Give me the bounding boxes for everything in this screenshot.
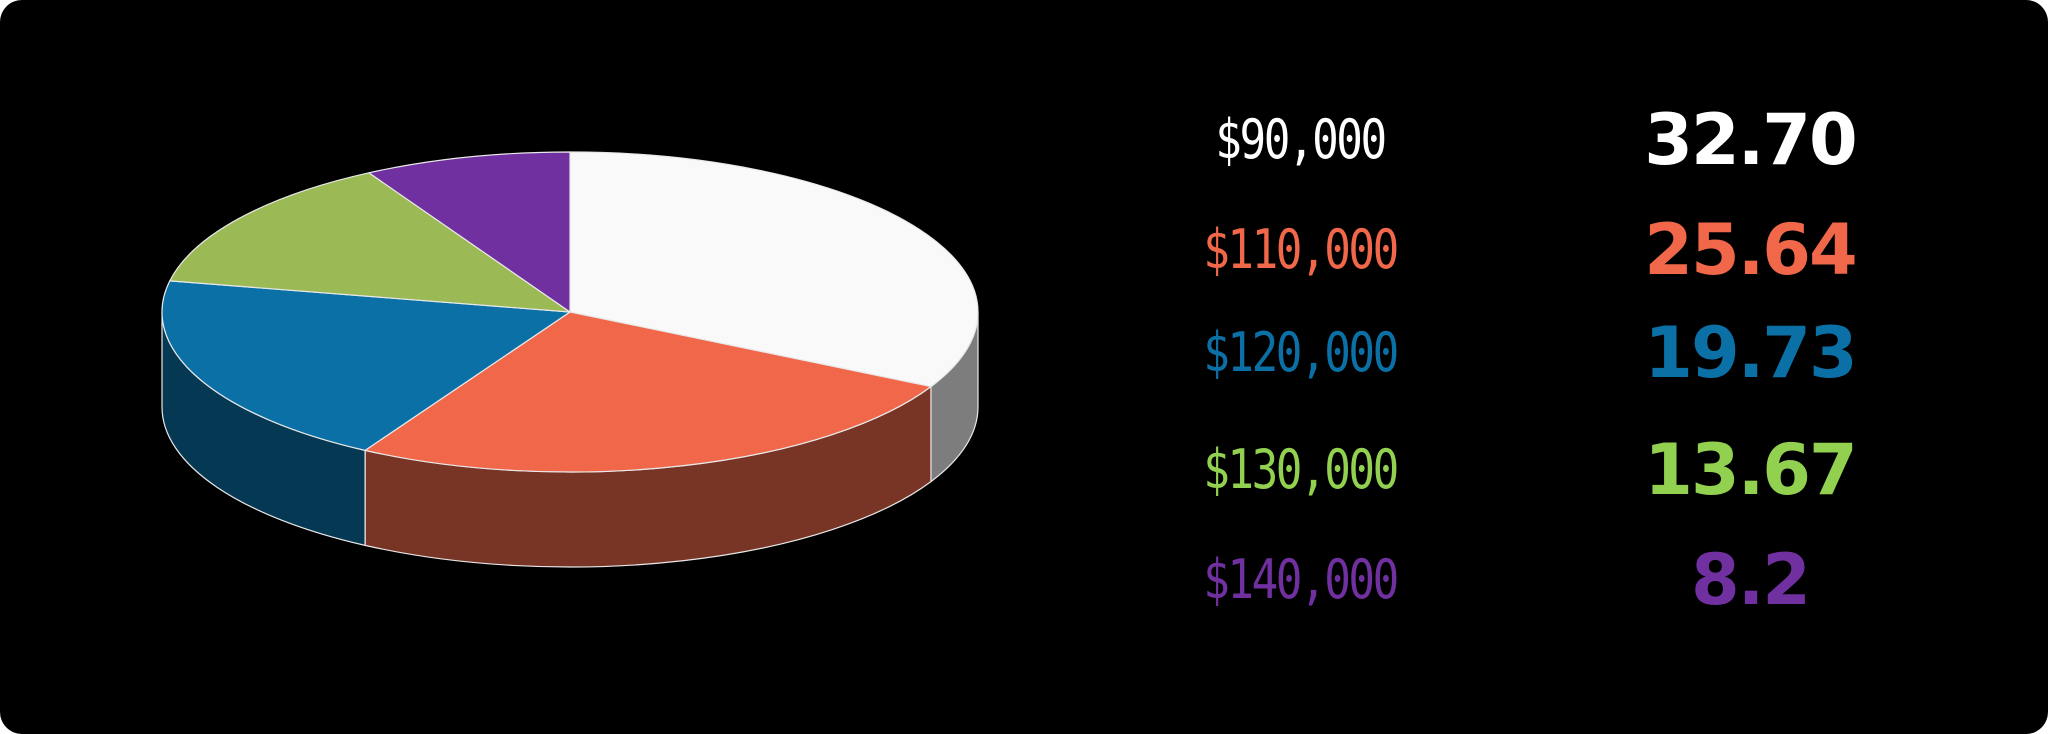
legend-row: $130,000 13.67 xyxy=(1060,425,1960,515)
legend-row: $90,000 32.70 xyxy=(1060,95,1960,185)
pie-chart xyxy=(161,151,979,568)
pie-slice xyxy=(161,280,571,451)
pie-slice xyxy=(569,151,979,388)
legend-row: $120,000 19.73 xyxy=(1060,308,1960,398)
legend-value-label: 25.64 xyxy=(1644,209,1857,291)
legend-salary-label: $90,000 xyxy=(1215,108,1387,171)
legend-value-label: 8.2 xyxy=(1690,539,1811,621)
legend: $90,000 32.70 $110,000 25.64 $120,000 19… xyxy=(1060,0,1960,734)
legend-salary-label: $110,000 xyxy=(1203,218,1399,281)
legend-value-label: 32.70 xyxy=(1644,99,1857,181)
legend-row: $140,000 8.2 xyxy=(1060,535,1960,625)
legend-salary-label: $120,000 xyxy=(1203,321,1399,384)
pie-slice xyxy=(368,151,571,313)
legend-row: $110,000 25.64 xyxy=(1060,205,1960,295)
legend-value-label: 13.67 xyxy=(1644,429,1857,511)
pie-slice xyxy=(169,172,571,313)
pie-slice xyxy=(364,311,932,473)
legend-salary-label: $130,000 xyxy=(1203,438,1399,501)
legend-salary-label: $140,000 xyxy=(1203,548,1399,611)
legend-value-label: 19.73 xyxy=(1644,312,1857,394)
